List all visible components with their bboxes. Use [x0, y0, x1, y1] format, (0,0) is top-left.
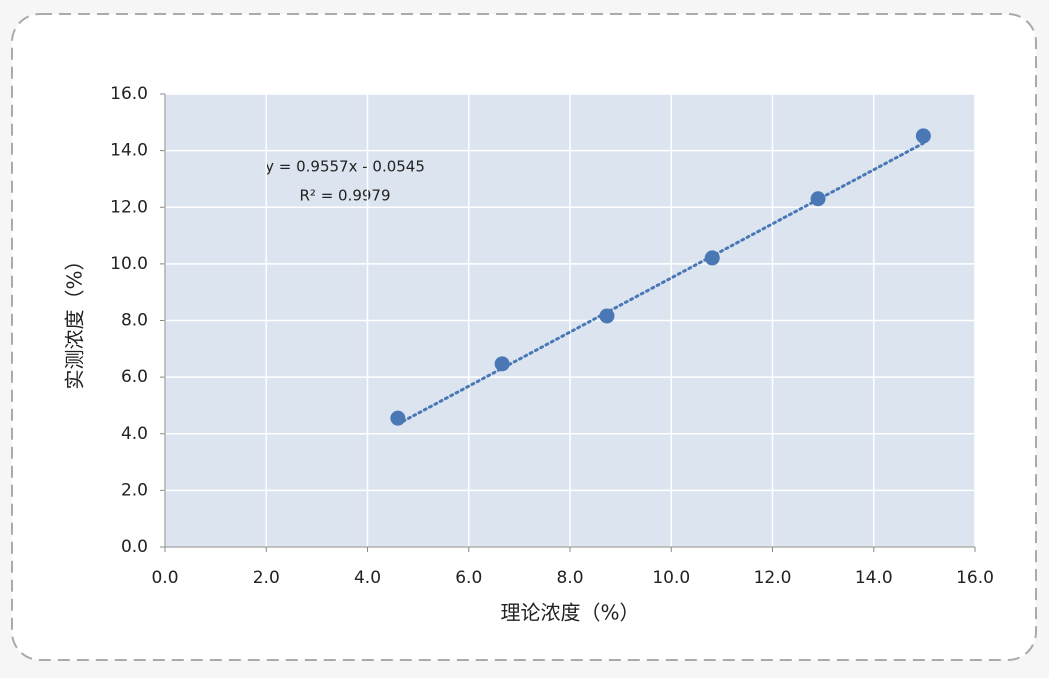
x-tick-label: 16.0 [956, 568, 994, 588]
y-tick-label: 2.0 [121, 480, 148, 500]
point [599, 308, 615, 324]
y-axis-label: 实测浓度（%） [63, 250, 87, 389]
point [810, 191, 826, 207]
x-tick-label: 10.0 [652, 568, 690, 588]
x-axis-label: 理论浓度（%） [500, 601, 639, 625]
y-tick-label: 6.0 [121, 367, 148, 387]
point [915, 128, 931, 144]
y-tick-label: 0.0 [121, 537, 148, 557]
point [704, 250, 720, 266]
trendline-r-squared: R² = 0.9979 [299, 187, 390, 205]
y-tick-label: 10.0 [110, 254, 148, 274]
y-tick-label: 4.0 [121, 424, 148, 444]
x-tick-label: 14.0 [855, 568, 893, 588]
x-tick-label: 4.0 [354, 568, 381, 588]
x-tick-label: 2.0 [253, 568, 280, 588]
y-tick-label: 12.0 [110, 197, 148, 217]
point [390, 410, 406, 426]
trendline-equation: y = 0.9557x - 0.0545 [265, 158, 425, 176]
y-tick-label: 8.0 [121, 311, 148, 331]
x-tick-label: 0.0 [151, 568, 178, 588]
x-tick-label: 6.0 [455, 568, 482, 588]
y-tick-label: 14.0 [110, 141, 148, 161]
y-tick-label: 16.0 [110, 84, 148, 104]
x-tick-label: 8.0 [556, 568, 583, 588]
trendline [396, 141, 925, 426]
point [494, 356, 510, 372]
x-tick-label: 12.0 [754, 568, 792, 588]
